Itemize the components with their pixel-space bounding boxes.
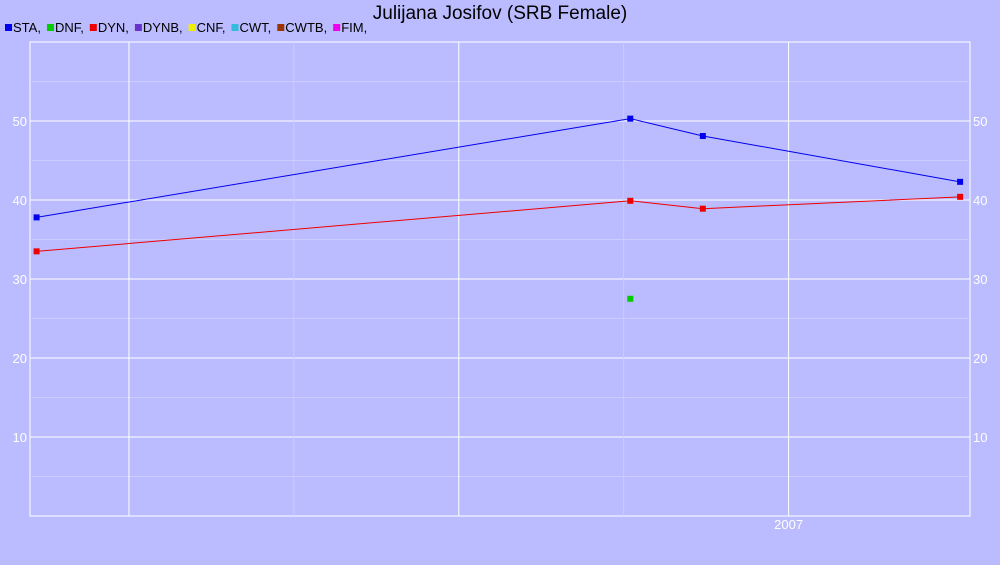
data-point-sta [627, 115, 634, 122]
x-tick-label: 2007 [774, 517, 803, 532]
legend-label: DYN, [98, 20, 129, 35]
y-tick-label-left: 30 [13, 272, 27, 287]
legend-label: CWTB, [285, 20, 327, 35]
series-sta [33, 115, 964, 221]
legend-label: STA, [13, 20, 41, 35]
series-layer [33, 115, 964, 302]
data-point-sta [33, 214, 40, 221]
series-dyn [33, 193, 964, 255]
data-point-dyn [33, 248, 40, 255]
y-tick-label-right: 10 [973, 430, 987, 445]
legend-swatch [46, 24, 54, 31]
data-point-dyn [957, 193, 964, 200]
axes: 10 10 20 20 30 30 40 40 50 50 2007 [13, 114, 988, 532]
legend-label: CWT, [240, 20, 272, 35]
legend-swatch [277, 24, 285, 31]
legend-swatch [5, 24, 12, 31]
series-dnf [627, 295, 634, 302]
data-point-sta [699, 133, 706, 140]
legend-swatch [89, 24, 97, 31]
y-tick-label-left: 10 [13, 430, 27, 445]
data-point-dyn [627, 197, 634, 204]
legend-label: CNF, [197, 20, 226, 35]
legend-swatch [231, 24, 239, 31]
grid [30, 42, 970, 516]
legend-swatch [188, 24, 196, 31]
legend-label: DNF, [55, 20, 84, 35]
y-tick-label-left: 40 [13, 193, 27, 208]
legend: STA, DNF, DYN, DYNB, CNF, CWT, CWTB, FIM, [5, 20, 367, 35]
y-tick-label-right: 30 [973, 272, 987, 287]
legend-swatch [134, 24, 142, 31]
legend-label: DYNB, [143, 20, 183, 35]
series-line-sta [36, 118, 961, 218]
series-line-dyn [36, 196, 961, 252]
legend-swatch [333, 24, 341, 31]
legend-label: FIM, [341, 20, 367, 35]
data-point-sta [957, 178, 964, 185]
data-point-dnf [627, 295, 634, 302]
y-tick-label-right: 50 [973, 114, 987, 129]
data-point-dyn [699, 205, 706, 212]
y-tick-label-left: 50 [13, 114, 27, 129]
chart-title: Julijana Josifov (SRB Female) [373, 3, 627, 24]
y-tick-label-left: 20 [13, 351, 27, 366]
y-tick-label-right: 20 [973, 351, 987, 366]
y-tick-label-right: 40 [973, 193, 987, 208]
